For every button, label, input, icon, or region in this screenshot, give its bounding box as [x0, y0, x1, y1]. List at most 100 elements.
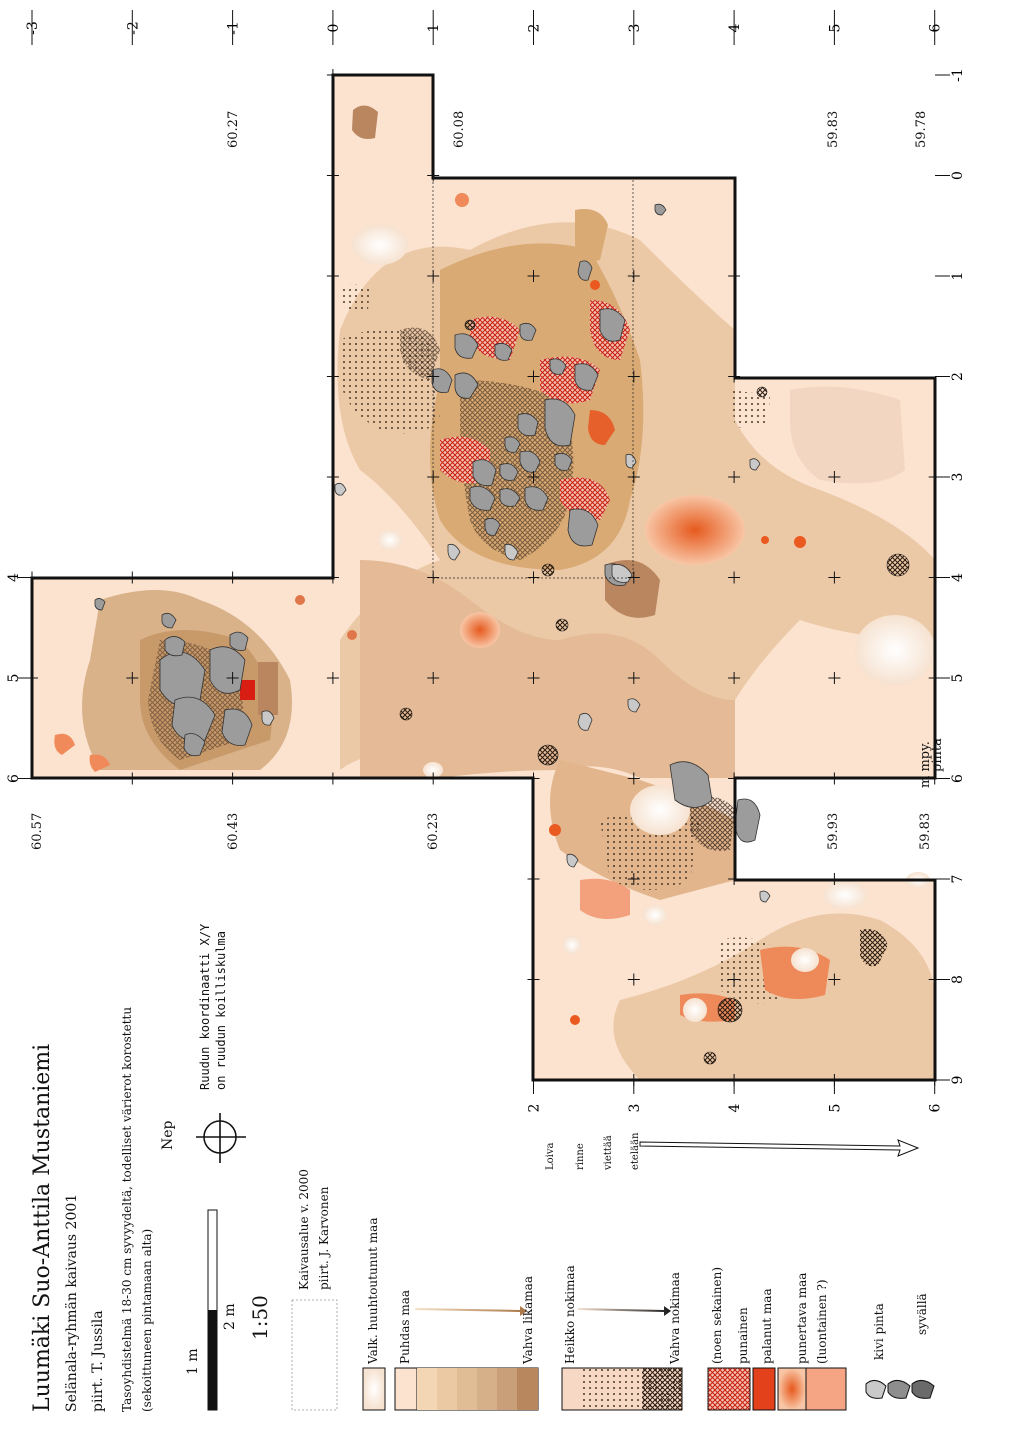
soot-spots: [399, 319, 910, 1065]
north-arrow-icon: [196, 1113, 246, 1163]
x-axis-top-label: 1: [426, 24, 442, 33]
x-axis-top-label: -3: [25, 21, 41, 35]
grid-cross: [627, 370, 640, 383]
y-axis-right-label: 0: [950, 171, 966, 180]
bottom-axis-ticks: [533, 1080, 936, 1094]
scale-label-2m: 2 m: [222, 1303, 238, 1330]
elev-9: 59.78: [914, 110, 929, 148]
legend-red-1: (noen sekainen): [710, 1266, 724, 1364]
legend-dirty: Vahva likamaa: [521, 1276, 535, 1364]
description: Tasoyhdistelmä 18-30 cm syvyydeltä, tode…: [120, 1006, 134, 1412]
elev-3: 60.23: [426, 812, 441, 850]
legend-red-4: punertava maa: [795, 1272, 809, 1364]
y-axis-right-label: -1: [950, 68, 966, 82]
slope-word-3: viettää: [603, 1135, 614, 1170]
elev-1: 60.57: [30, 812, 45, 850]
grid-cross: [627, 471, 640, 483]
grid-cross: [527, 571, 540, 584]
grid-cross: [627, 873, 640, 885]
y-axis-right-label: 2: [950, 372, 966, 381]
grid-cross: [427, 270, 440, 282]
scale-label-1m: 1 m: [185, 1348, 201, 1375]
y-axis-right-label: 7: [950, 875, 966, 884]
grid-cross: [828, 471, 841, 483]
grid-cross: [728, 471, 741, 483]
x-axis-bottom-label: 6: [928, 1103, 944, 1112]
x-axis-bottom-label: 4: [727, 1103, 743, 1112]
x-axis-bottom-label: 5: [827, 1104, 843, 1113]
map-title: Luumäki Suo-Anttila Mustaniemi: [30, 1043, 55, 1412]
y-axis-right-label: 3: [950, 473, 966, 482]
grid-cross: [527, 270, 540, 282]
grid-cross: [627, 973, 640, 986]
grid-cross: [728, 571, 741, 584]
x-axis-top-label: -1: [226, 21, 242, 35]
top-axis-ticks: [31, 10, 936, 45]
excavation-outline: [30, 73, 937, 1082]
y-axis-right-label: 1: [950, 272, 966, 281]
grid-cross: [427, 672, 440, 684]
grid-cross: [527, 370, 540, 383]
north-label: Nep: [160, 1120, 176, 1151]
grid-cross: [427, 370, 440, 383]
grid-cross: [427, 571, 440, 584]
grid-cross: [627, 270, 640, 282]
dirty-lumps: [258, 105, 660, 715]
subtitle-group: Selänala-ryhmän kaivaus 2001: [64, 1193, 80, 1412]
description-note: (sekoittuneen pintamaan alta): [140, 1228, 154, 1412]
y-axis-right-label: 9: [950, 1076, 966, 1085]
slope-word-4: etelään: [630, 1132, 641, 1170]
grid-cross: [126, 672, 139, 684]
x-axis-top-label: 3: [627, 24, 643, 33]
legend-stone-1: kivi pinta: [872, 1303, 886, 1360]
legend-weak-soot: Heikko nokimaa: [563, 1265, 577, 1364]
x-axis-top-label: 5: [827, 24, 843, 33]
x-axis-top-label: 4: [727, 23, 743, 32]
scale-ratio: 1:50: [248, 1295, 272, 1340]
grid-cross: [326, 672, 339, 684]
x-axis-top-label: -2: [125, 21, 141, 35]
grid-cross: [728, 973, 741, 986]
elev-7: 60.08: [452, 110, 467, 148]
legend-clean: Puhdas maa: [398, 1289, 412, 1364]
grid-note-line1: Ruudun koordinaatti X/Y: [198, 923, 212, 1090]
grid-cross: [627, 571, 640, 584]
legend-red-2: punainen: [736, 1307, 750, 1364]
legend-arrows: [415, 1306, 671, 1316]
slope-word-1: Loiva: [545, 1142, 556, 1170]
legend-red-5: (luontainen ?): [815, 1279, 829, 1364]
grid-cross: [226, 672, 239, 684]
right-axis-ticks: [935, 74, 950, 1081]
area-note-line1: Kaivausalue v. 2000: [297, 1169, 311, 1290]
grid-cross: [728, 672, 741, 684]
grid-cross: [627, 672, 640, 684]
grid-cross: [627, 772, 640, 785]
legend-weathered: Valk. huuhtoutunut maa: [366, 1217, 380, 1364]
x-axis-bottom-label: 3: [627, 1104, 643, 1113]
grid-cross: [828, 973, 841, 986]
area-2000-legend-box: [291, 1299, 338, 1411]
left-axis-ticks: [18, 577, 32, 779]
area-note-line2: piirt. J. Karvonen: [317, 1186, 331, 1290]
elev-2: 60.43: [226, 812, 241, 850]
mpy-2: pinta: [930, 738, 945, 772]
y-axis-left-label: 6: [6, 774, 22, 783]
y-axis-left-label: 4: [6, 573, 22, 582]
stones: [94, 203, 761, 843]
grid-cross: [828, 672, 841, 684]
legend-red-3: palanut maa: [760, 1288, 774, 1364]
elev-6: 60.27: [226, 110, 241, 148]
grid-cross: [427, 471, 440, 483]
elev-5: 59.83: [918, 812, 933, 850]
x-axis-top-label: 2: [527, 24, 543, 33]
slope-arrow-icon: [639, 1139, 920, 1157]
legend-stone-2: syvällä: [915, 1293, 929, 1335]
grid-cross: [527, 471, 540, 483]
drawer-credit: piirt. T. Jussila: [90, 1310, 106, 1412]
y-axis-right-label: 6: [950, 774, 966, 783]
grid-cross: [527, 672, 540, 684]
legend-swatches: [362, 1367, 935, 1411]
y-axis-right-label: 5: [950, 674, 966, 683]
y-axis-left-label: 5: [6, 674, 22, 683]
